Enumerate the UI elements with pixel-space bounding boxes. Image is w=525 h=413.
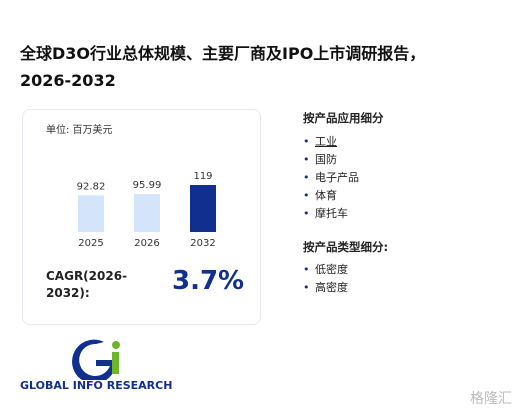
value-label: 119 — [193, 171, 212, 182]
logo-mark — [72, 339, 120, 380]
logo-text: GLOBAL INFO RESEARCH — [20, 379, 173, 392]
segment-title: 按产品应用细分 — [303, 111, 384, 125]
card — [22, 109, 261, 325]
title-line: 2026-2032 — [20, 71, 116, 90]
value-label: 95.99 — [133, 180, 162, 191]
bar — [190, 185, 216, 232]
segment-item: 工业 — [303, 133, 503, 151]
value-label: 92.82 — [77, 181, 106, 192]
segment-item: 体育 — [303, 187, 503, 205]
category-label: 2025 — [78, 238, 103, 249]
segment-item: 高密度 — [303, 279, 503, 297]
bar — [78, 195, 104, 232]
segment-item: 摩托车 — [303, 205, 503, 223]
category-label: 2032 — [190, 238, 215, 249]
segment-item: 低密度 — [303, 261, 503, 279]
unit-label: 单位: 百万美元 — [46, 125, 113, 136]
title-line: 全球D3O行业总体规模、主要厂商及IPO上市调研报告， — [20, 44, 426, 63]
watermark: 格隆汇 — [470, 391, 512, 407]
bar — [134, 194, 160, 232]
segment-item: 国防 — [303, 151, 503, 169]
title: 全球D3O行业总体规模、主要厂商及IPO上市调研报告， 2026-2032 — [20, 40, 425, 94]
cagr-value: 3.7% — [172, 266, 245, 296]
cagr-label: CAGR(2026-2032): — [46, 269, 128, 300]
category-label: 2026 — [134, 238, 159, 249]
segment-item: 电子产品 — [303, 169, 503, 187]
segments: 按产品应用细分工业国防电子产品体育摩托车按产品类型细分: 低密度高密度 — [303, 110, 503, 297]
segment-title: 按产品类型细分: — [303, 240, 389, 254]
